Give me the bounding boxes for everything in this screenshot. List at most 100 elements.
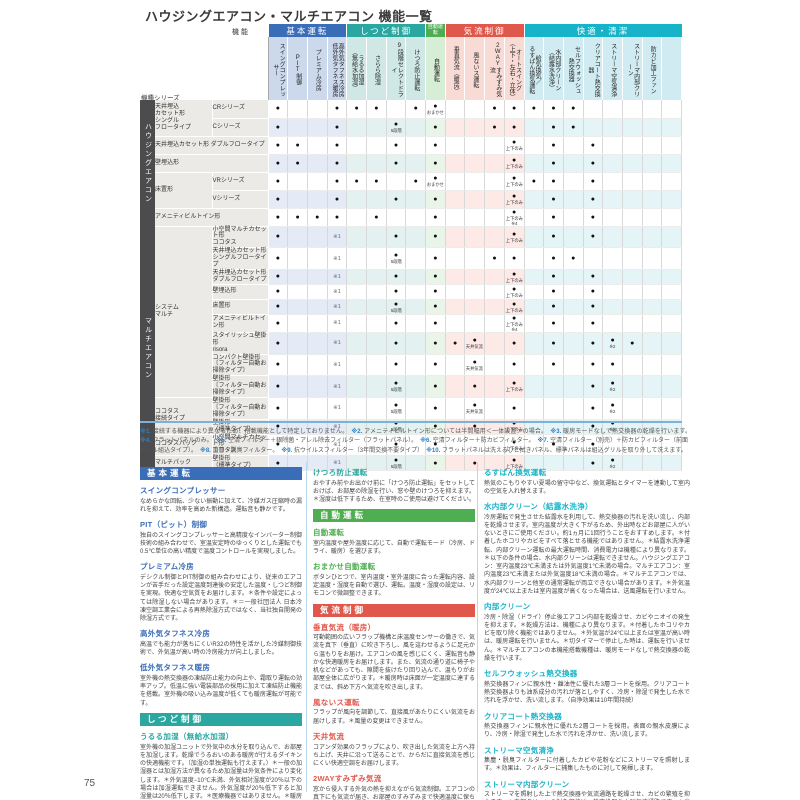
- matrix-cell: [346, 247, 367, 270]
- matrix-cell: ●: [425, 247, 446, 270]
- feature-dot: ●: [531, 105, 536, 113]
- cell-annotation: 上下のみ※4: [505, 215, 523, 225]
- matrix-cell: ● ※2: [602, 455, 623, 472]
- footnote: ※9. 抗ウイルスフィルター（3年間交換不要タイプ）: [281, 447, 427, 454]
- matrix-cell: ● ※2: [602, 332, 623, 355]
- matrix-cell: [444, 284, 466, 300]
- matrix-cell: ●: [583, 154, 604, 173]
- matrix-cell: ● 上下のみ: [504, 190, 525, 209]
- matrix-cell: [287, 314, 308, 333]
- matrix-cell: [287, 375, 308, 398]
- feature-dot: ●: [512, 156, 517, 164]
- matrix-cell: ●: [267, 136, 289, 155]
- matrix-cell: [464, 284, 486, 300]
- matrix-cell: [622, 314, 643, 333]
- matrix-cell: [661, 434, 683, 457]
- matrix-cell: [346, 354, 367, 377]
- feature-dot: ●: [512, 438, 517, 446]
- footnote: ※3. 暖房モードなしで熱交換器の乾燥を行います。: [550, 429, 694, 435]
- footnote: ※10. フラットパネルは洗えるひと拭きパネル、標準パネルは組込グリルを取り外し…: [426, 447, 690, 454]
- matrix-cell: [602, 208, 623, 227]
- feature-title: 2WAYすみずみ気流: [313, 774, 382, 784]
- feature-title: スイングコンプレッサー: [140, 486, 226, 495]
- matrix-cell: [661, 269, 683, 285]
- matrix-cell: [287, 434, 308, 457]
- column-header: 自動運転: [425, 37, 446, 100]
- feature-title: 低外気タフネス暖房: [140, 663, 211, 673]
- column-header: 2WAYすみずみ気流: [484, 37, 505, 100]
- matrix-cell: ● 5段階: [386, 455, 407, 472]
- matrix-cell: ●: [543, 434, 564, 457]
- matrix-cell: [444, 100, 466, 119]
- matrix-cell: ●: [366, 208, 387, 227]
- table-row: ココタスパック 小空間マルチカセット形 ココタス ● ※1 ● ● ● 上下のみ ● ●: [140, 434, 683, 457]
- matrix-cell: [484, 397, 505, 420]
- feature-dot: ●: [354, 105, 359, 113]
- feature-title: 垂直気流（暖房）: [313, 622, 376, 632]
- cell-annotation: 上下のみ: [505, 181, 523, 187]
- matrix-cell: [563, 299, 584, 315]
- matrix-cell: [464, 118, 486, 137]
- matrix-cell: [346, 226, 367, 249]
- feature-dot: ●: [393, 141, 399, 149]
- matrix-cell: ● 5段階: [386, 247, 407, 270]
- cell-annotation: 天井気流: [466, 365, 484, 371]
- matrix-cell: ● 上下のみ: [504, 375, 525, 398]
- matrix-cell: [366, 136, 387, 155]
- matrix-cell: ●: [563, 100, 584, 119]
- matrix-cell: ●: [425, 118, 446, 137]
- matrix-cell: [602, 434, 623, 457]
- feature-dot: ●: [433, 195, 438, 203]
- matrix-cell: ●: [267, 284, 289, 300]
- matrix-cell: [405, 299, 427, 315]
- column-header: [661, 37, 683, 100]
- group-header: しつど制御: [346, 24, 426, 37]
- matrix-cell: ●: [327, 154, 348, 173]
- matrix-cell: ●: [444, 332, 466, 355]
- matrix-cell: [661, 455, 683, 472]
- table-row: 天井埋込カセット形 シングルフロータイプ ● ※1 ● 5段階 ● ● ● ● ●: [140, 247, 683, 270]
- matrix-cell: [287, 190, 308, 209]
- cell-annotation: 上下のみ: [505, 387, 523, 393]
- feature-dot: ●: [590, 404, 596, 412]
- matrix-cell: [563, 284, 584, 300]
- column-header: PIT制御: [287, 37, 308, 100]
- feature-description: 窓から侵入する外気の熱を抑えながら気流制御。エアコンの真下にも気流が届き、お部屋…: [313, 786, 476, 800]
- feature-title: うるる加湿（無給水加湿）: [140, 732, 234, 742]
- feature-dot: ●: [512, 174, 517, 182]
- matrix-cell: [287, 100, 308, 119]
- matrix-cell: ●: [386, 332, 407, 355]
- matrix-cell: [444, 208, 466, 227]
- matrix-cell: [661, 190, 683, 209]
- matrix-cell: [405, 118, 427, 137]
- cell-annotation: ※1: [333, 361, 341, 368]
- column-header-label: 水内部クリーン（結露水洗浄）: [547, 48, 560, 91]
- feature-dot: ●: [295, 213, 300, 221]
- product-series-label: 小空間マルチカセット形 ココタス: [212, 434, 269, 457]
- matrix-cell: ● 上下のみ: [504, 154, 525, 173]
- matrix-cell: ● 5段階: [386, 375, 407, 398]
- matrix-cell: [405, 284, 427, 300]
- matrix-cell: ●: [287, 154, 308, 173]
- cell-annotation: ※2: [609, 464, 616, 469]
- matrix-cell: [444, 397, 466, 420]
- cell-annotation: ※1: [333, 303, 341, 310]
- matrix-cell: [523, 226, 545, 249]
- matrix-cell: ●: [307, 208, 328, 227]
- matrix-cell: [307, 226, 328, 249]
- matrix-cell: ● 5段階: [386, 299, 407, 315]
- feature-description: ボタンひとつで、室内温度・室外温度に合った運転内容、設定温度・湿度を自動で選び、…: [313, 574, 476, 598]
- feature-description: 室外機の加湿ユニットで外気中の水分を取り込んで、お部屋を加湿します。乾燥でうるお…: [140, 744, 302, 800]
- matrix-cell: ●: [346, 172, 367, 191]
- matrix-cell: [661, 136, 683, 155]
- matrix-cell: [642, 299, 663, 315]
- matrix-cell: [622, 100, 643, 119]
- matrix-cell: [307, 299, 328, 315]
- matrix-cell: [307, 434, 328, 457]
- matrix-cell: [622, 247, 643, 270]
- matrix-cell: [563, 172, 584, 191]
- matrix-cell: [287, 397, 308, 420]
- matrix-cell: [642, 172, 663, 191]
- feature-dot: ●: [334, 141, 340, 149]
- matrix-cell: [444, 354, 466, 377]
